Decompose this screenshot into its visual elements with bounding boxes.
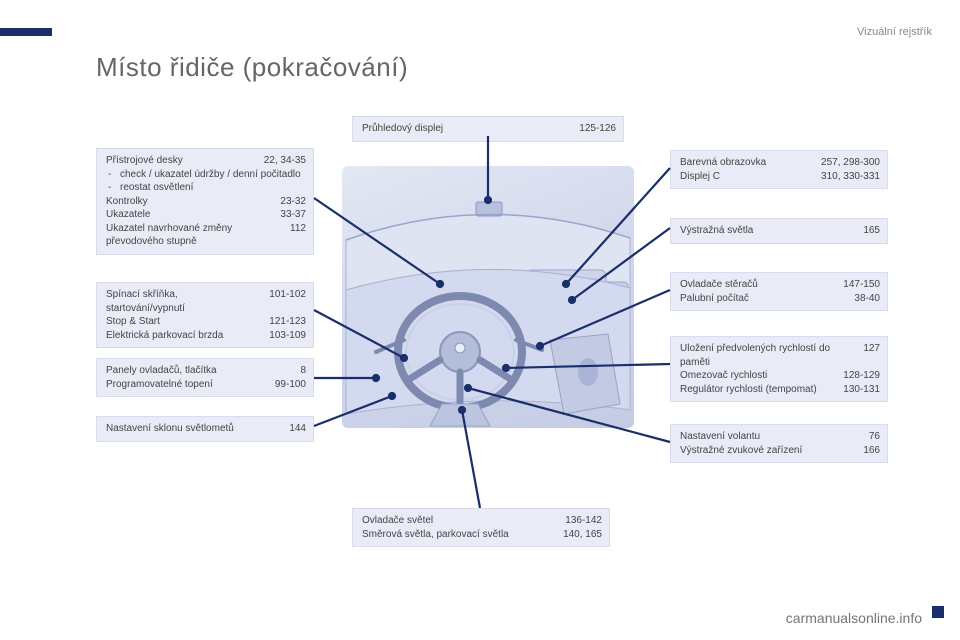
callout-pages: 23-32 (280, 195, 306, 209)
callout-label: Ukazatele (106, 208, 270, 222)
callout-label: Regulátor rychlosti (tempomat) (680, 383, 833, 397)
callout-wipers: Ovladače stěračů 147-150 Palubní počítač 3… (670, 272, 888, 311)
section-title: Vizuální rejstřík (857, 26, 932, 38)
callout-label: Panely ovladačů, tlačítka (106, 364, 290, 378)
callout-label: Elektrická parkovací brzda (106, 329, 259, 343)
callout-headlamp-adjust: Nastavení sklonu světlometů 144 (96, 416, 314, 442)
callout-speed-memory: Uložení předvolených rychlostí do paměti… (670, 336, 888, 402)
callout-label: Nastavení volantu (680, 430, 859, 444)
brand-bar (0, 28, 52, 36)
callout-pages: 127 (863, 342, 880, 369)
callout-label: Spínací skříňka, startování/vypnutí (106, 288, 259, 315)
dashboard-illustration (342, 166, 634, 428)
callout-subitem: check / ukazatel údržby / denní počitadl… (106, 168, 306, 182)
callout-pages: 130-131 (843, 383, 880, 397)
callout-label: Kontrolky (106, 195, 270, 209)
callout-label: Uložení předvolených rychlostí do paměti (680, 342, 853, 369)
callout-label: Ovladače stěračů (680, 278, 833, 292)
callout-label: Přístrojové desky (106, 154, 254, 168)
callout-pages: 257, 298-300 (821, 156, 880, 170)
callout-screen: Barevná obrazovka 257, 298-300 Displej C 3… (670, 150, 888, 189)
callout-label: Ukazatel navrhované změny převodového st… (106, 222, 280, 249)
callout-pages: 310, 330-331 (821, 170, 880, 184)
callout-lighting: Ovladače světel 136-142 Směrová světla, p… (352, 508, 610, 547)
callout-label: Nastavení sklonu světlometů (106, 422, 279, 436)
callout-label: Výstražné zvukové zařízení (680, 444, 853, 458)
callout-pages: 8 (300, 364, 306, 378)
callout-label: Výstražná světla (680, 224, 853, 238)
callout-panels: Panely ovladačů, tlačítka 8 Programovatel… (96, 358, 314, 397)
callout-pages: 136-142 (565, 514, 602, 528)
callout-pages: 128-129 (843, 369, 880, 383)
page-title: Místo řidiče (pokračování) (96, 52, 408, 83)
callout-pages: 38-40 (854, 292, 880, 306)
callout-pages: 101-102 (269, 288, 306, 315)
callout-ignition: Spínací skříňka, startování/vypnutí 101-1… (96, 282, 314, 348)
callout-pages: 144 (289, 422, 306, 436)
callout-instrument-panel: Přístrojové desky 22, 34-35 check / ukaza… (96, 148, 314, 255)
callout-hazard: Výstražná světla 165 (670, 218, 888, 244)
callout-subitem: reostat osvětlení (106, 181, 306, 195)
callout-label: Směrová světla, parkovací světla (362, 528, 553, 542)
callout-steering: Nastavení volantu 76 Výstražné zvukové za… (670, 424, 888, 463)
callout-label: Displej C (680, 170, 811, 184)
callout-label: Programovatelné topení (106, 378, 265, 392)
callout-pages: 112 (290, 222, 306, 249)
callout-pages: 99-100 (275, 378, 306, 392)
callout-pages: 103-109 (269, 329, 306, 343)
callout-label: Palubní počítač (680, 292, 844, 306)
callout-pages: 76 (869, 430, 880, 444)
callout-pages: 166 (863, 444, 880, 458)
callout-pages: 121-123 (269, 315, 306, 329)
callout-label: Stop & Start (106, 315, 259, 329)
page-corner-icon (932, 606, 944, 618)
callout-label: Barevná obrazovka (680, 156, 811, 170)
watermark: carmanualsonline.info (786, 610, 922, 626)
callout-label: Ovladače světel (362, 514, 555, 528)
callout-hud: Průhledový displej 125-126 (352, 116, 624, 142)
callout-pages: 22, 34-35 (264, 154, 306, 168)
callout-label: Omezovač rychlosti (680, 369, 833, 383)
callout-pages: 165 (863, 224, 880, 238)
callout-pages: 33-37 (280, 208, 306, 222)
callout-pages: 140, 165 (563, 528, 602, 542)
callout-label: Průhledový displej (362, 122, 569, 136)
callout-pages: 147-150 (843, 278, 880, 292)
callout-pages: 125-126 (579, 122, 616, 136)
